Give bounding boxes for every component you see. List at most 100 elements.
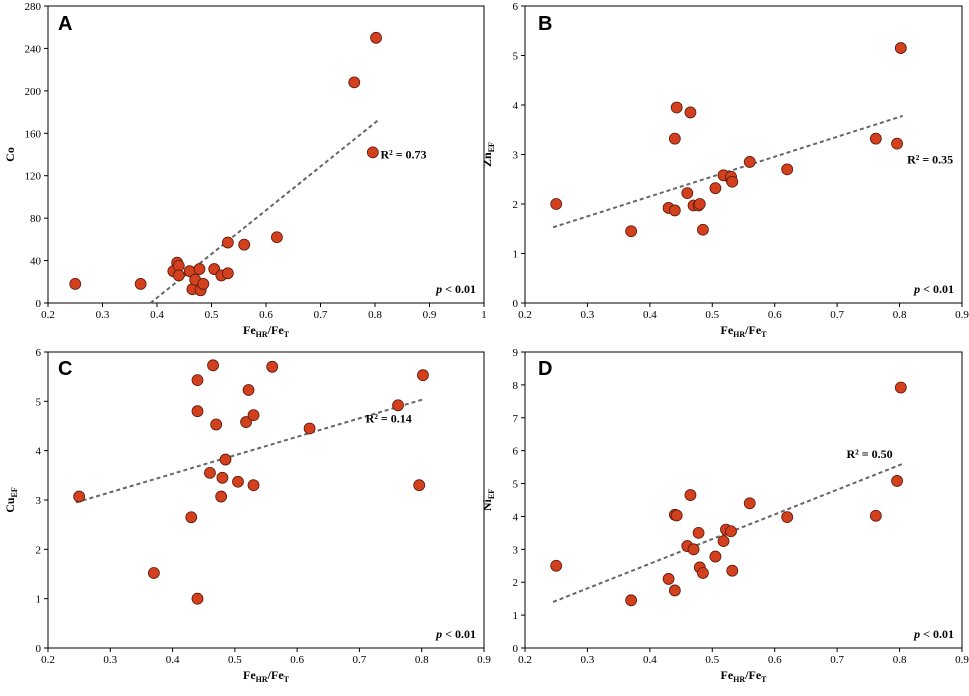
y-label-main-c: Cu bbox=[3, 497, 17, 513]
y-label-main-a: Co bbox=[3, 147, 17, 162]
scatter-points-b bbox=[550, 42, 907, 238]
y-label-sub-b: EF bbox=[487, 142, 496, 152]
data-point-c bbox=[191, 374, 204, 387]
data-point-d bbox=[684, 489, 697, 501]
data-point-c bbox=[73, 490, 86, 503]
y-tick-label-c: 0 bbox=[36, 643, 42, 655]
y-axis-label-b: ZnEF bbox=[480, 142, 496, 167]
x-tick-label-b: 0.8 bbox=[893, 309, 907, 321]
y-tick-label-a: 80 bbox=[30, 213, 42, 225]
data-point-d bbox=[891, 475, 903, 487]
x-label-sub-a: HR bbox=[256, 330, 268, 339]
data-point-b bbox=[625, 225, 638, 238]
data-point-a bbox=[270, 231, 283, 244]
x-ticks-c: 0.2 0.3 0.4 0.5 0.6 0.7 0.8 0.9 bbox=[41, 648, 491, 666]
y-tick-label-b: 0 bbox=[513, 298, 519, 310]
y-tick-label-d: 0 bbox=[513, 643, 519, 655]
data-point-c bbox=[413, 479, 426, 492]
y-tick-label-b: 2 bbox=[513, 199, 519, 211]
x-tick-label-b: 0.5 bbox=[705, 309, 719, 321]
y-tick-label-a: 200 bbox=[25, 86, 42, 98]
x-tick-label-b: 0.9 bbox=[955, 309, 969, 321]
p-prefix-c: p bbox=[435, 627, 442, 641]
y-label-main-d: Ni bbox=[480, 498, 494, 511]
y-tick-label-d: 4 bbox=[513, 511, 519, 523]
x-label-main-c: Fe bbox=[243, 668, 256, 682]
data-point-a bbox=[193, 263, 206, 275]
data-point-b bbox=[681, 187, 694, 200]
x-label-main-a: Fe bbox=[243, 323, 256, 337]
data-point-b bbox=[697, 223, 709, 236]
y-label-main-b: Zn bbox=[480, 152, 494, 167]
data-point-c bbox=[210, 418, 223, 431]
data-point-d bbox=[687, 543, 700, 556]
y-tick-label-a: 120 bbox=[25, 171, 42, 183]
data-point-d bbox=[725, 525, 737, 538]
x-label-mid-b: /Fe bbox=[744, 323, 762, 337]
data-point-b bbox=[869, 132, 882, 145]
x-tick-label-d: 0.3 bbox=[581, 654, 595, 666]
y-ticks-c: 0 1 2 3 4 5 6 bbox=[36, 347, 48, 655]
x-label-sub2-b: T bbox=[761, 330, 767, 339]
y-tick-label-a: 0 bbox=[36, 298, 42, 310]
p-text-a: < 0.01 bbox=[445, 282, 476, 296]
data-point-b bbox=[894, 42, 907, 54]
y-axis-label-a: Co bbox=[3, 147, 17, 162]
p-value-a: p < 0.01 bbox=[435, 282, 476, 296]
data-point-b bbox=[668, 204, 681, 217]
x-tick-label-c: 0.9 bbox=[477, 654, 491, 666]
data-point-b bbox=[693, 198, 706, 210]
x-label-sub-d: HR bbox=[733, 675, 745, 684]
x-tick-label-a: 0.4 bbox=[150, 309, 164, 321]
y-tick-label-b: 4 bbox=[513, 100, 519, 112]
data-point-d bbox=[894, 381, 907, 394]
y-ticks-a: 0 40 80 120 160 200 240 280 bbox=[25, 1, 48, 310]
data-point-d bbox=[726, 564, 739, 577]
scatter-points-c bbox=[73, 359, 429, 605]
y-tick-label-d: 8 bbox=[513, 380, 519, 392]
y-tick-label-d: 3 bbox=[513, 544, 519, 556]
y-tick-label-a: 40 bbox=[30, 256, 42, 268]
data-point-c bbox=[147, 567, 160, 579]
data-point-c bbox=[207, 359, 219, 372]
x-tick-label-c: 0.5 bbox=[228, 654, 242, 666]
panel-c: 0.2 0.3 0.4 0.5 0.6 0.7 0.8 0.9 0 1 2 3 4 5 6 C R² = … bbox=[3, 347, 491, 684]
data-point-d bbox=[662, 573, 675, 585]
panel-letter-d: D bbox=[538, 358, 552, 380]
p-text-d: < 0.01 bbox=[923, 627, 954, 641]
data-point-b bbox=[684, 106, 697, 119]
y-tick-label-d: 7 bbox=[513, 413, 519, 425]
scatter-points-a bbox=[69, 31, 382, 297]
data-point-c bbox=[204, 466, 216, 479]
y-tick-label-b: 5 bbox=[513, 51, 519, 63]
p-value-b: p < 0.01 bbox=[913, 282, 954, 296]
x-tick-label-a: 0.5 bbox=[205, 309, 219, 321]
x-ticks-a: 0.2 0.3 0.4 0.5 0.6 0.7 0.8 0.9 1 bbox=[41, 303, 487, 321]
y-tick-label-d: 6 bbox=[513, 446, 519, 458]
data-point-c bbox=[392, 399, 404, 412]
x-tick-label-a: 1 bbox=[481, 309, 487, 321]
data-point-b bbox=[743, 156, 756, 168]
x-tick-label-c: 0.4 bbox=[166, 654, 180, 666]
r2-label-b: R² = 0.35 bbox=[907, 152, 953, 166]
data-point-c bbox=[191, 592, 204, 605]
panel-letter-b: B bbox=[538, 13, 552, 35]
x-axis-label-d: FeHR/FeT bbox=[721, 668, 768, 684]
data-point-d bbox=[668, 584, 681, 597]
x-tick-label-c: 0.6 bbox=[290, 654, 304, 666]
data-point-c bbox=[266, 360, 279, 373]
x-tick-label-d: 0.6 bbox=[768, 654, 782, 666]
data-point-a bbox=[197, 278, 210, 290]
data-point-a bbox=[172, 269, 185, 282]
data-point-a bbox=[221, 236, 234, 249]
x-tick-label-d: 0.5 bbox=[705, 654, 719, 666]
p-value-d: p < 0.01 bbox=[913, 627, 954, 641]
y-ticks-d: 0 1 2 3 4 5 6 7 8 9 bbox=[513, 347, 525, 655]
data-point-c bbox=[303, 422, 316, 435]
y-tick-label-d: 1 bbox=[513, 610, 519, 622]
data-point-c bbox=[417, 369, 429, 382]
data-point-d bbox=[709, 550, 722, 563]
data-point-a bbox=[134, 278, 147, 290]
x-tick-label-d: 0.4 bbox=[643, 654, 657, 666]
x-ticks-d: 0.2 0.3 0.4 0.5 0.6 0.7 0.8 0.9 bbox=[518, 648, 969, 666]
